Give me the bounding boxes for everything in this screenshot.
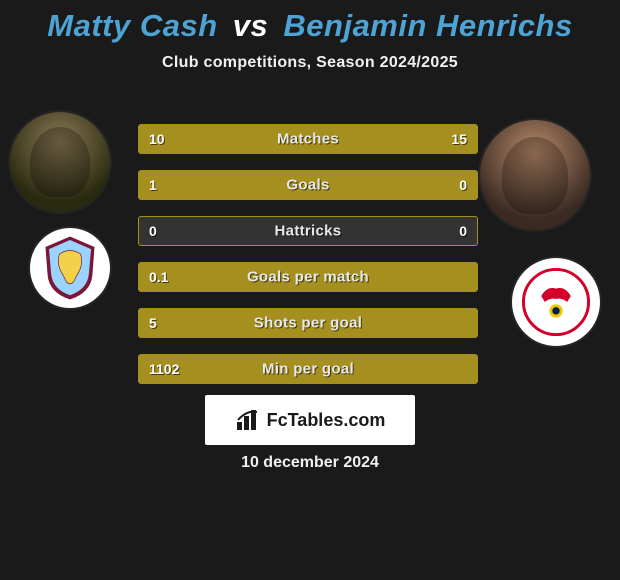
stat-fill-right [274,125,477,153]
brand-text: FcTables.com [267,410,386,431]
player2-name: Benjamin Henrichs [283,8,572,43]
stat-row: 1015Matches [138,124,478,154]
stat-row: 0 0Hattricks [138,216,478,246]
rbl-crest-icon [519,265,593,339]
stat-bars: 1015Matches 10Goals 0 0Hattricks 0.1Goals pe… [138,124,478,400]
stat-fill-left [139,355,477,383]
player1-name: Matty Cash [47,8,217,43]
comparison-title: Matty Cash vs Benjamin Henrichs [0,0,620,44]
stat-fill-left [139,309,477,337]
stat-value-left: 0 [149,223,157,239]
player1-photo [10,112,110,212]
stat-row: 10Goals [138,170,478,200]
avfc-crest-icon [35,233,105,303]
fctables-logo-icon [235,408,263,432]
player2-photo [480,120,590,230]
brand-badge: FcTables.com [205,395,415,445]
stat-row: 1102Min per goal [138,354,478,384]
subtitle: Club competitions, Season 2024/2025 [0,54,620,72]
player1-club-crest [30,228,110,308]
player2-club-crest [512,258,600,346]
stat-fill-left [139,125,274,153]
stat-fill-left [139,171,477,199]
stat-row: 0.1Goals per match [138,262,478,292]
stat-label: Hattricks [139,223,477,240]
vs-label: vs [233,8,268,43]
stat-value-right: 0 [459,223,467,239]
footer-date: 10 december 2024 [0,454,620,472]
stat-row: 5Shots per goal [138,308,478,338]
stat-fill-left [139,263,477,291]
